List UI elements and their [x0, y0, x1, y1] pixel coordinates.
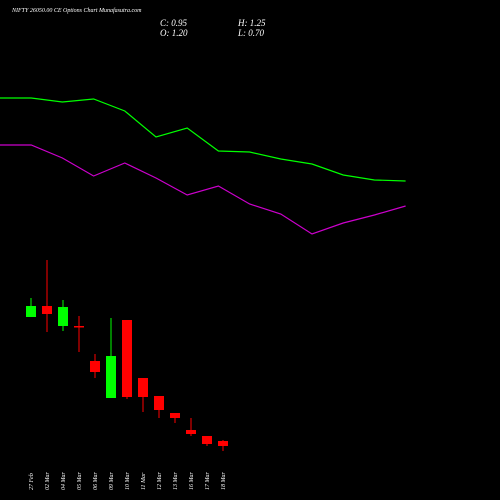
line-series — [0, 144, 406, 235]
x-tick-label: 27 Feb — [29, 473, 35, 490]
candle-body — [106, 356, 116, 398]
candle-body — [138, 378, 148, 397]
candle-body — [154, 396, 164, 410]
x-tick-label: 04 Mar — [60, 472, 67, 490]
candle-body — [170, 413, 180, 418]
close-label: C: 0.95 — [160, 18, 188, 28]
x-tick-label: 17 Mar — [205, 472, 211, 490]
candle-body — [202, 436, 212, 444]
candle-body — [90, 361, 100, 372]
x-tick-label: 11 Mar — [141, 472, 147, 490]
candle-body — [42, 306, 52, 314]
candle-body — [74, 326, 84, 328]
x-tick-label: 10 Mar — [125, 472, 131, 490]
chart-title: NIFTY 26050.00 CE Options Chart Munafasu… — [11, 7, 142, 14]
x-tick-label: 16 Mar — [189, 472, 195, 490]
x-tick-label: 13 Mar — [173, 472, 179, 490]
x-tick-label: 09 Mar — [109, 472, 115, 490]
x-tick-label: 02 Mar — [45, 472, 51, 490]
candle-body — [218, 441, 228, 446]
candle-body — [58, 307, 68, 326]
x-tick-label: 12 Mar — [157, 472, 163, 490]
candle-body — [122, 320, 132, 397]
x-tick-label: 18 Mar — [221, 472, 227, 490]
low-label: L: 0.70 — [237, 28, 265, 38]
candle-body — [26, 306, 36, 317]
x-tick-label: 05 Mar — [77, 472, 83, 490]
high-label: H: 1.25 — [237, 18, 266, 28]
candle-body — [186, 430, 196, 434]
line-series — [0, 97, 406, 182]
open-label: O: 1.20 — [160, 28, 188, 38]
x-tick-label: 06 Mar — [93, 472, 99, 490]
